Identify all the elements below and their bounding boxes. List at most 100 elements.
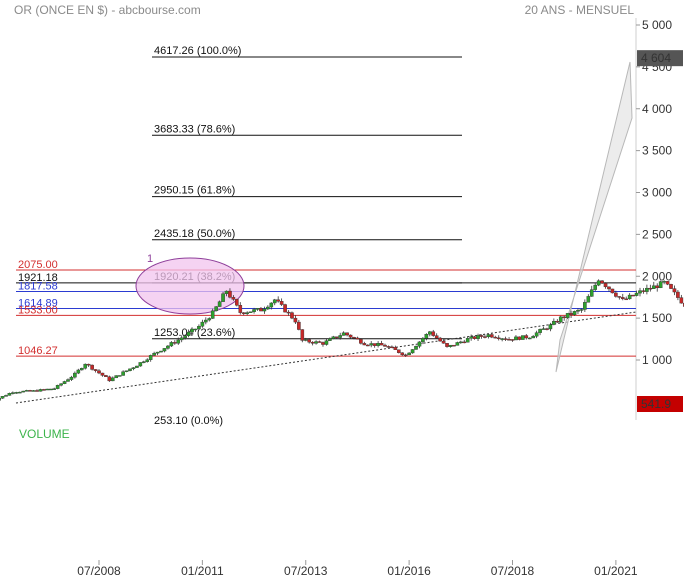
candle-body: [565, 313, 570, 319]
candle-body: [679, 297, 684, 304]
candle: [176, 337, 181, 345]
candle-body: [662, 281, 666, 283]
candle: [166, 345, 170, 350]
x-tick-label: 07/2013: [284, 564, 328, 578]
candle-body: [586, 296, 591, 303]
candle-body: [610, 288, 615, 294]
candle: [231, 295, 236, 301]
candle: [79, 367, 84, 371]
candle-body: [224, 290, 229, 294]
candle-body: [0, 396, 5, 399]
candle: [503, 336, 508, 341]
candle: [359, 338, 363, 345]
candle: [445, 343, 449, 348]
candle-body: [538, 329, 542, 333]
candle-body: [521, 335, 525, 340]
candle: [28, 389, 32, 392]
y-tick-label: 2 000: [642, 269, 672, 283]
candle: [600, 280, 604, 284]
candle: [221, 291, 225, 302]
candle: [107, 375, 112, 382]
candle-body: [634, 292, 639, 296]
candle-body: [66, 379, 70, 382]
candle: [324, 338, 329, 346]
candle: [31, 390, 36, 392]
candle-body: [266, 306, 270, 310]
candle: [131, 367, 136, 371]
candle: [624, 296, 629, 301]
candle-body: [141, 361, 146, 363]
candle: [569, 310, 573, 318]
candle-body: [510, 339, 515, 341]
candle: [207, 317, 212, 322]
fib-label: 4617.26 (100.0%): [154, 45, 241, 57]
x-tick-label: 07/2018: [491, 564, 535, 578]
candle: [297, 319, 301, 331]
candle: [648, 284, 653, 292]
candle-body: [651, 285, 656, 289]
candle-body: [476, 335, 480, 339]
candle-body: [24, 390, 29, 392]
candle-body: [38, 389, 43, 392]
candle: [310, 341, 315, 346]
candle-body: [452, 344, 456, 347]
candle-body: [128, 368, 132, 371]
candle: [100, 372, 105, 377]
candle-body: [362, 343, 367, 346]
candle-body: [76, 369, 81, 374]
candle-body: [148, 355, 153, 360]
candle-body: [569, 313, 573, 315]
candle-body: [572, 311, 577, 315]
candle: [197, 324, 201, 331]
candle: [638, 287, 642, 297]
candle-body: [193, 328, 198, 331]
candle: [135, 365, 139, 368]
candle: [255, 307, 260, 311]
candle-body: [672, 288, 677, 293]
fib-label: 2435.18 (50.0%): [154, 228, 235, 240]
candle-body: [641, 290, 646, 292]
candle: [204, 317, 208, 325]
candle-body: [534, 332, 539, 337]
candle-body: [417, 341, 422, 347]
x-tick-label: 07/2008: [77, 564, 121, 578]
candle-body: [676, 291, 680, 298]
candle-body: [321, 342, 325, 345]
candle: [42, 388, 46, 391]
candle: [17, 391, 22, 394]
candle: [14, 391, 19, 394]
candle-body: [293, 317, 298, 323]
candle: [200, 319, 205, 328]
candle: [314, 340, 318, 345]
candle-body: [638, 290, 642, 294]
candle: [321, 341, 325, 347]
y-tick-label: 3 500: [642, 144, 672, 158]
candle: [672, 285, 677, 296]
candle-body: [479, 335, 484, 337]
candle: [245, 311, 249, 316]
candle: [376, 341, 380, 348]
candle-body: [162, 348, 167, 352]
candle-body: [135, 365, 139, 368]
candle: [490, 333, 494, 339]
candle: [331, 335, 336, 340]
candle-body: [307, 339, 311, 343]
candle-body: [4, 395, 8, 397]
candle: [162, 348, 167, 353]
y-tick-label: 2 500: [642, 227, 672, 241]
candle-body: [379, 343, 384, 346]
ellipse-number: 1: [147, 253, 153, 265]
candle: [173, 340, 177, 345]
candle-body: [328, 338, 332, 341]
candle: [531, 334, 535, 339]
candle: [383, 343, 387, 347]
candle: [583, 299, 587, 312]
candle-body: [558, 316, 563, 323]
fib-label: 2950.15 (61.8%): [154, 185, 235, 197]
candle-body: [241, 312, 246, 314]
candle: [128, 368, 132, 372]
candle: [348, 334, 353, 339]
candle-body: [145, 359, 150, 362]
candle: [338, 332, 343, 340]
